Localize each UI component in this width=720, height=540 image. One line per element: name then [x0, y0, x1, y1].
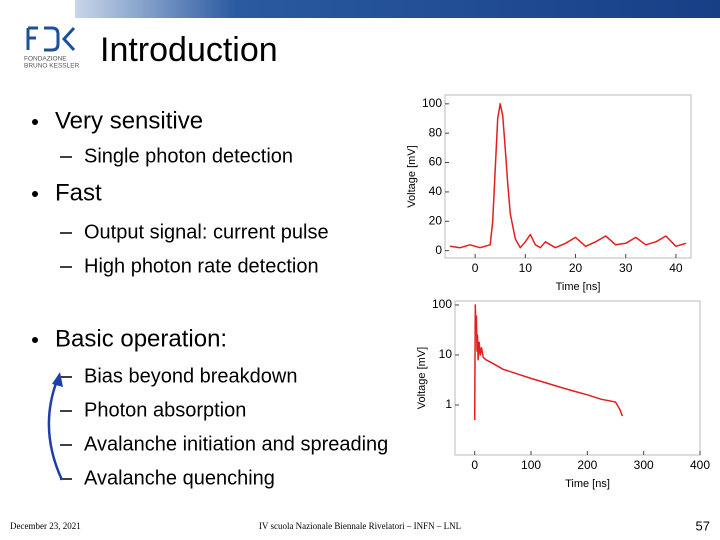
plot-frame — [454, 300, 701, 456]
x-tick-label: 30 — [619, 261, 633, 275]
x-tick-label: 10 — [519, 261, 533, 275]
x-tick-label: 400 — [690, 458, 710, 472]
sub-bullet-text: Output signal: current pulse — [84, 221, 329, 243]
logo-text: BRUNO KESSLER — [24, 63, 80, 70]
cycle-arrow — [47, 377, 64, 481]
signal-line — [473, 304, 624, 421]
x-tick-label: 0 — [472, 261, 479, 275]
x-tick-label: 40 — [669, 261, 683, 275]
sub-bullet-text: Photon absorption — [84, 399, 246, 421]
slide-title: Introduction — [100, 31, 278, 69]
y-tick-label: 100 — [422, 96, 442, 110]
x-tick-label: 300 — [634, 458, 654, 472]
x-tick-label: 100 — [521, 458, 541, 472]
bullet-text: Basic operation: — [55, 325, 227, 352]
y-tick-label: 80 — [429, 125, 443, 139]
bullet — [32, 337, 38, 343]
header-bar — [75, 0, 720, 18]
logo — [26, 26, 76, 52]
sub-bullet-text: Single photon detection — [84, 145, 293, 167]
plot-frame — [444, 94, 692, 259]
sub-bullet-text: High photon rate detection — [84, 255, 319, 277]
x-tick-label: 20 — [569, 261, 583, 275]
arrow-head — [52, 372, 63, 387]
bullet-text: Fast — [55, 179, 102, 206]
sub-bullet-text: Avalanche initiation and spreading — [84, 433, 388, 455]
y-tick-label: 20 — [429, 213, 443, 227]
page-number: 57 — [696, 518, 710, 533]
x-tick-label: 0 — [471, 458, 478, 472]
sub-bullet-text: Avalanche quenching — [84, 467, 275, 489]
x-axis-label: Time [ns] — [556, 281, 601, 293]
y-tick-label: 10 — [439, 347, 453, 361]
bullet — [32, 191, 38, 197]
x-tick-label: 200 — [577, 458, 597, 472]
y-tick-label: 40 — [429, 184, 443, 198]
logo-text: FONDAZIONE — [24, 56, 67, 63]
y-tick-label: 100 — [432, 297, 452, 311]
y-axis-label: Voltage [mV] — [416, 347, 428, 409]
sub-bullet-text: Bias beyond breakdown — [84, 365, 297, 387]
signal-line — [449, 103, 687, 249]
bullet-text: Very sensitive — [55, 107, 203, 134]
y-tick-label: 0 — [435, 243, 442, 257]
footer-event: IV scuola Nazionale Biennale Rivelatori … — [259, 521, 461, 531]
y-tick-label: 1 — [445, 397, 452, 411]
footer-date: December 23, 2021 — [10, 521, 81, 531]
y-axis-label: Voltage [mV] — [406, 145, 418, 207]
x-axis-label: Time [ns] — [565, 478, 610, 490]
y-tick-label: 60 — [429, 155, 443, 169]
bullet — [32, 119, 38, 125]
